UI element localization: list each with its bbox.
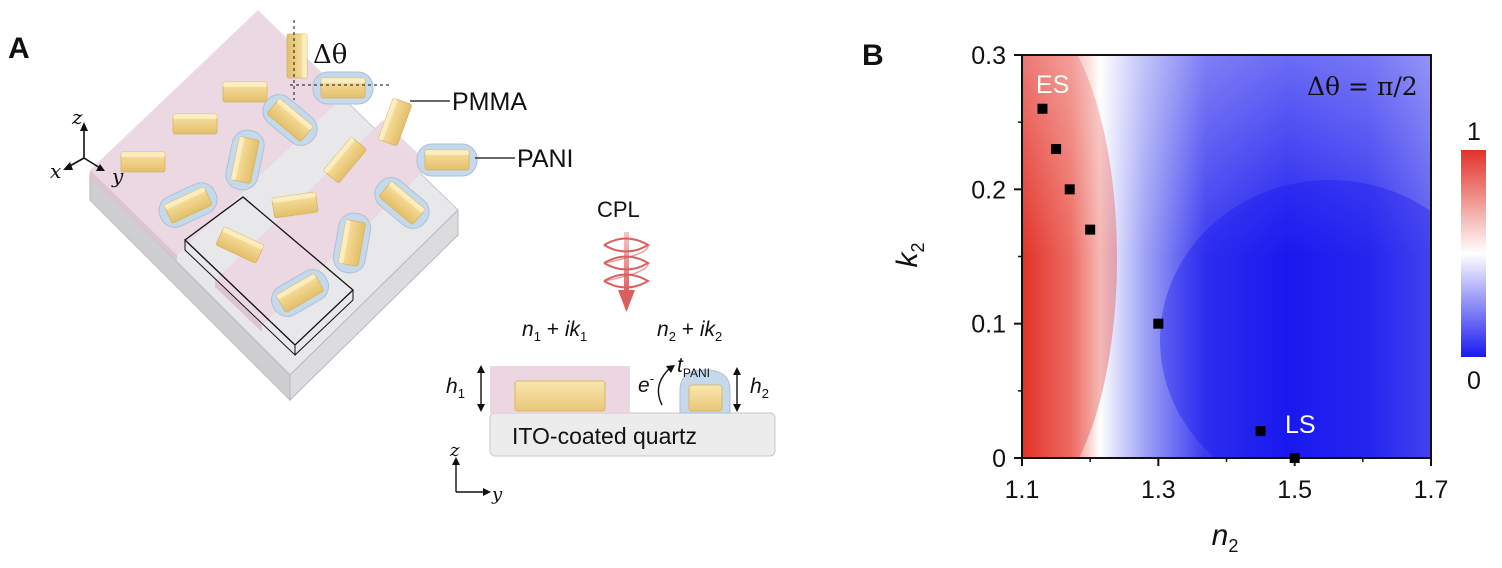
y-axis-title: k2 [891,242,928,267]
left-index-label: n1 + ik1 [522,318,587,344]
panel-b: B 1.1 1.3 1.5 1.700.10.20.3 ES LS Δθ = π/2 … [862,39,1486,556]
pmma-stripes [90,10,430,332]
heatmap [1022,55,1431,458]
panel-b-label: B [862,39,884,72]
colorbar-min-label: 0 [1467,367,1481,395]
axis-x-label: x [50,159,61,183]
x-tick-label: 1.5 [1277,476,1312,504]
data-point [1153,318,1164,329]
delta-theta-annotation: Δθ = π/2 [1307,72,1418,101]
panel-a: A [8,10,776,505]
y-tick-label: 0.2 [971,176,1006,204]
colorbar-gradient [1461,150,1486,357]
x-tick-label: 1.7 [1414,476,1449,504]
cpl-beam: CPL [597,197,650,312]
h1-label: h1 [446,375,465,401]
axis-y-label: y [111,164,124,188]
right-index-label: n2 + ik2 [657,318,722,344]
y-tick-label: 0.1 [971,311,1006,339]
t-pani-label: tPANI [677,354,710,380]
data-point [1051,144,1062,155]
x-tick-label: 1.3 [1141,476,1176,504]
cpl-label: CPL [597,197,640,222]
cross-axis-y-label: y [491,484,503,505]
substrate-label: ITO-coated quartz [512,423,697,449]
axes-3d: z x y [50,105,124,188]
axis-z-label: z [71,105,83,129]
cross-section: ITO-coated quartz h1 h2 e- tPANI [446,354,776,505]
pani-label: PANI [517,145,574,173]
y-tick-label: 0 [992,445,1006,473]
cross-axis-z-label: z [449,440,460,461]
x-axis-title: n2 [1212,519,1239,556]
panel-a-label: A [8,32,30,65]
data-point [1064,184,1075,195]
data-point [1037,103,1048,114]
es-annotation: ES [1036,71,1069,99]
colorbar: 1 0 [1461,118,1486,395]
delta-theta-guide: Δθ [290,20,392,100]
data-point [1085,224,1096,235]
substrate-cross-section [489,412,776,457]
y-tick-label: 0.3 [971,42,1006,70]
electron-label: e- [638,371,654,397]
pmma-label: PMMA [452,88,527,116]
axis-layer: 1.1 1.3 1.5 1.7 0 0.1 0.2 0.3 [971,42,1448,504]
ls-annotation: LS [1285,411,1316,439]
data-point [1289,453,1300,463]
data-points [1037,103,1300,463]
colorbar-max-label: 1 [1467,118,1481,146]
delta-theta-label: Δθ [313,40,347,70]
h2-label: h2 [750,375,769,401]
x-tick-label: 1.1 [1005,476,1040,504]
data-point [1255,426,1266,437]
